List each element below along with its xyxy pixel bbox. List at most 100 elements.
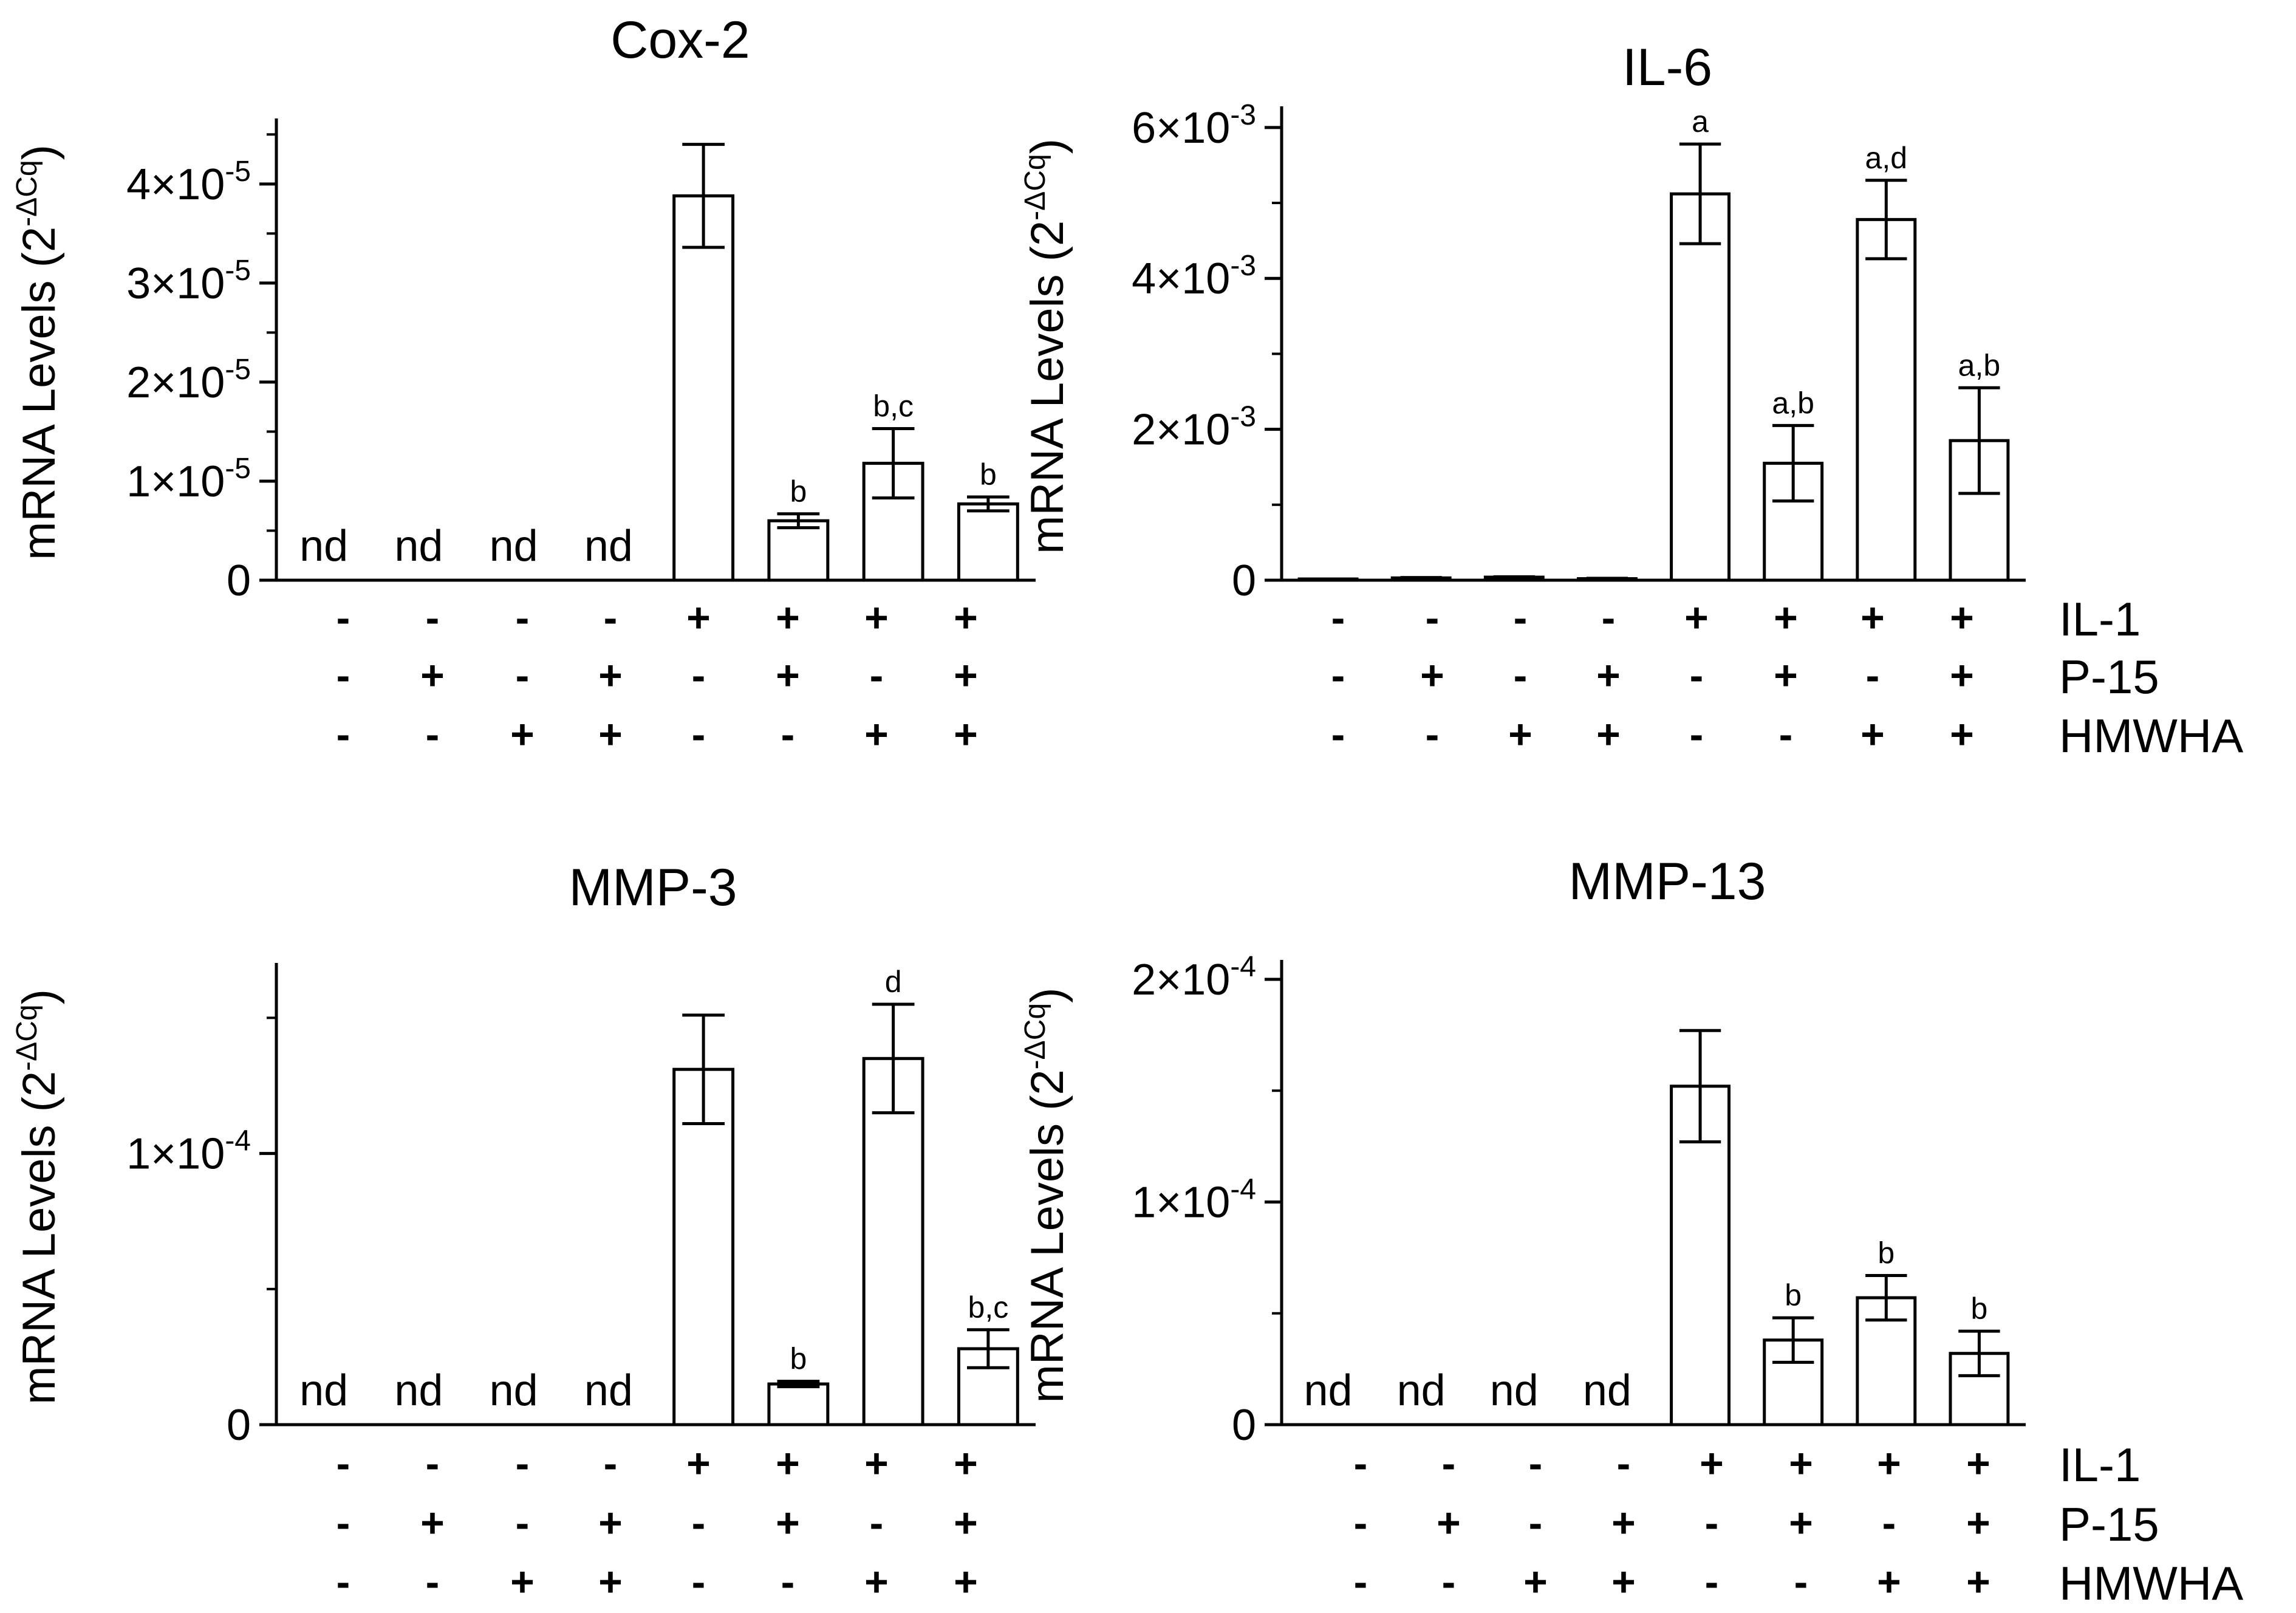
y-axis-label-text: mRNA Levels (2 bbox=[13, 1071, 65, 1405]
condition-sign: - bbox=[1705, 1500, 1719, 1546]
y-tick-label: 1×10-4 bbox=[126, 1125, 251, 1179]
condition-sign: + bbox=[686, 595, 711, 641]
condition-sign: + bbox=[1774, 595, 1798, 641]
y-tick-exponent: -4 bbox=[1230, 951, 1256, 983]
y-tick-base: 2×10 bbox=[126, 358, 225, 407]
condition-sign: - bbox=[1354, 1440, 1368, 1487]
condition-sign: + bbox=[1877, 1440, 1901, 1487]
y-tick-exponent: -3 bbox=[1230, 250, 1256, 282]
condition-sign: + bbox=[776, 1500, 800, 1546]
significance-letter: b bbox=[1971, 1292, 1988, 1326]
condition-sign: - bbox=[426, 711, 440, 758]
bar-nd-label: nd bbox=[299, 1366, 348, 1415]
condition-sign: - bbox=[1442, 1440, 1456, 1487]
factor-label-p-15: P-15 bbox=[2059, 650, 2159, 704]
y-tick-base: 6×10 bbox=[1132, 104, 1230, 152]
y-axis-label-close: ) bbox=[1022, 139, 1073, 154]
condition-sign: + bbox=[864, 595, 889, 641]
y-tick-label: 6×10-3 bbox=[1132, 99, 1256, 152]
bar-nd-label: nd bbox=[1304, 1366, 1353, 1415]
y-tick-label: 0 bbox=[1232, 557, 1256, 605]
y-tick-base: 0 bbox=[1232, 557, 1256, 605]
condition-sign: - bbox=[516, 652, 530, 699]
y-tick-exponent: -3 bbox=[1230, 401, 1256, 433]
significance-letter: a,b bbox=[1772, 386, 1814, 420]
condition-sign: - bbox=[692, 711, 706, 758]
y-tick-base: 0 bbox=[227, 557, 251, 605]
factor-label-hmwha: HMWHA bbox=[2059, 709, 2243, 762]
condition-sign: + bbox=[1596, 711, 1621, 758]
condition-sign: + bbox=[598, 1500, 623, 1546]
significance-letter: a bbox=[1692, 104, 1709, 139]
bar-nd-label: nd bbox=[1583, 1366, 1631, 1415]
condition-sign: - bbox=[516, 595, 530, 641]
condition-sign: + bbox=[510, 1559, 535, 1605]
condition-sign: + bbox=[1860, 711, 1885, 758]
condition-sign: - bbox=[516, 1440, 530, 1487]
significance-letter: b bbox=[790, 474, 807, 509]
y-tick-base: 4×10 bbox=[1132, 255, 1230, 303]
bar bbox=[1670, 192, 1731, 582]
y-tick-exponent: -4 bbox=[225, 1125, 251, 1157]
condition-sign: + bbox=[1966, 1440, 1990, 1487]
condition-sign: + bbox=[1684, 595, 1709, 641]
y-axis-label-close: ) bbox=[13, 989, 65, 1004]
condition-sign: - bbox=[1529, 1500, 1543, 1546]
y-axis-label: mRNA Levels (2-ΔCq) bbox=[1019, 988, 1073, 1403]
condition-sign: + bbox=[954, 711, 978, 758]
condition-sign: + bbox=[954, 652, 978, 699]
significance-letter: d bbox=[885, 965, 902, 999]
condition-sign: - bbox=[781, 711, 795, 758]
significance-letter: b bbox=[980, 457, 997, 491]
condition-sign: - bbox=[1354, 1500, 1368, 1546]
y-axis-label-close: ) bbox=[13, 145, 65, 160]
condition-sign: + bbox=[1437, 1500, 1461, 1546]
condition-sign: - bbox=[1529, 1440, 1543, 1487]
condition-sign: + bbox=[1596, 652, 1621, 699]
y-tick-exponent: -5 bbox=[225, 354, 251, 386]
condition-sign: - bbox=[1705, 1559, 1719, 1605]
condition-sign: - bbox=[337, 652, 350, 699]
y-tick-base: 1×10 bbox=[1132, 1178, 1230, 1227]
condition-sign: - bbox=[781, 1559, 795, 1605]
bar bbox=[1297, 577, 1359, 582]
condition-sign: - bbox=[1426, 711, 1440, 758]
bar-nd-label: nd bbox=[394, 522, 443, 570]
condition-sign: + bbox=[598, 652, 623, 699]
condition-sign: - bbox=[1602, 595, 1616, 641]
condition-sign: + bbox=[1950, 711, 1974, 758]
condition-sign: + bbox=[1508, 711, 1532, 758]
condition-sign: - bbox=[337, 1440, 350, 1487]
condition-sign: + bbox=[1877, 1559, 1901, 1605]
y-tick-exponent: -4 bbox=[1230, 1173, 1256, 1205]
condition-sign: + bbox=[1966, 1500, 1990, 1546]
condition-sign: - bbox=[426, 595, 440, 641]
bar bbox=[672, 194, 735, 582]
condition-sign: - bbox=[1794, 1559, 1808, 1605]
condition-sign: - bbox=[692, 1559, 706, 1605]
condition-sign: + bbox=[954, 1559, 978, 1605]
condition-sign: - bbox=[426, 1559, 440, 1605]
y-tick-base: 3×10 bbox=[126, 259, 225, 308]
condition-sign: + bbox=[776, 1440, 800, 1487]
condition-sign: + bbox=[1860, 595, 1885, 641]
y-tick-label: 0 bbox=[227, 557, 251, 605]
y-tick-label: 0 bbox=[227, 1401, 251, 1450]
y-tick-label: 4×10-3 bbox=[1132, 250, 1256, 303]
condition-sign: - bbox=[1779, 711, 1793, 758]
significance-letter: a,b bbox=[1958, 348, 2001, 382]
y-tick-label: 4×10-5 bbox=[126, 156, 251, 209]
y-tick-label: 1×10-5 bbox=[126, 453, 251, 506]
significance-letter: b bbox=[1785, 1278, 1802, 1312]
condition-sign: + bbox=[1950, 595, 1974, 641]
bar bbox=[767, 519, 830, 582]
condition-sign: + bbox=[1611, 1500, 1636, 1546]
y-tick-base: 0 bbox=[1232, 1401, 1256, 1450]
condition-sign: - bbox=[1331, 595, 1345, 641]
condition-sign: - bbox=[1442, 1559, 1456, 1605]
y-axis-label-superscript: -ΔCq bbox=[1019, 1003, 1051, 1069]
condition-sign: - bbox=[1690, 652, 1704, 699]
